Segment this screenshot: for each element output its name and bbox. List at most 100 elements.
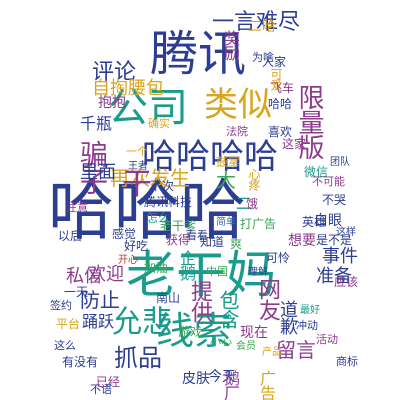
cloud-word: 大 xyxy=(216,168,236,192)
cloud-word: 商标 xyxy=(336,355,358,368)
cloud-word: 提供 xyxy=(187,280,212,322)
cloud-word: 事件 xyxy=(322,246,358,267)
cloud-word: 今天 xyxy=(208,369,236,385)
cloud-word: 老干妈 xyxy=(126,246,276,304)
cloud-word: 会员 xyxy=(236,341,256,352)
cloud-word: 鼓掌 xyxy=(216,155,241,169)
cloud-word: 知道 xyxy=(200,235,225,249)
cloud-word: 一个 xyxy=(126,145,148,158)
cloud-word: 私信 xyxy=(66,266,102,287)
cloud-word: 有没有 xyxy=(62,355,99,369)
cloud-word: 不可能 xyxy=(312,175,345,188)
cloud-word: 可爱 xyxy=(269,68,283,90)
cloud-word: 怎么 xyxy=(146,211,171,225)
cloud-word: 不哭 xyxy=(322,193,347,207)
cloud-word: 团队 xyxy=(330,157,350,168)
cloud-word: 法院 xyxy=(226,125,248,138)
cloud-word: 鹅厂 xyxy=(221,370,240,400)
cloud-word: 评论 xyxy=(92,60,137,85)
cloud-word: 踊跃 xyxy=(82,312,115,331)
cloud-word: 英雄 xyxy=(302,215,327,229)
cloud-word: 人家 xyxy=(262,55,287,69)
cloud-word: 应该 xyxy=(334,275,359,289)
cloud-word: 是不是 xyxy=(316,233,353,247)
cloud-word: 南山 xyxy=(156,291,181,305)
cloud-word: 哈哈哈 xyxy=(48,172,246,249)
cloud-word: 感觉 xyxy=(112,227,137,241)
cloud-word: 注意 xyxy=(66,201,88,214)
cloud-word: 干 xyxy=(122,167,152,202)
cloud-word: 签约 xyxy=(50,299,72,312)
cloud-word: 游戏 xyxy=(178,325,203,339)
cloud-word: 已经 xyxy=(96,375,121,389)
cloud-word: 看看 xyxy=(186,229,208,242)
cloud-word: 二哈 xyxy=(248,19,276,35)
cloud-word: 飞车 xyxy=(270,81,295,95)
cloud-word: 千瓶 xyxy=(80,114,113,133)
cloud-word: 好吃 xyxy=(124,239,149,253)
cloud-word: 理解 xyxy=(248,267,268,278)
cloud-word: 一言难尽 xyxy=(212,10,301,35)
cloud-word: 公司 xyxy=(108,85,188,131)
cloud-word: 加油 xyxy=(144,261,169,275)
cloud-word: 微信 xyxy=(304,165,329,179)
cloud-word: 欢迎 xyxy=(88,264,124,285)
cloud-word: 一天 xyxy=(64,285,89,299)
cloud-word: 哈哈 xyxy=(268,97,293,111)
cloud-word: 网友 xyxy=(255,278,280,320)
cloud-word: 皮肤 xyxy=(182,371,210,387)
cloud-word: 腾讯 xyxy=(150,26,247,82)
cloud-word: 道歉 xyxy=(277,300,298,334)
cloud-word: 腾讯科技 xyxy=(144,195,193,209)
cloud-word: 平台 xyxy=(56,317,81,331)
cloud-word: 二 xyxy=(236,194,253,213)
cloud-word: 获得 xyxy=(166,233,191,247)
cloud-word: 老干爹 xyxy=(160,219,197,233)
cloud-word: 为啥 xyxy=(252,51,274,64)
cloud-word: 产品 xyxy=(262,347,282,358)
cloud-word: 防止 xyxy=(80,288,120,312)
cloud-word: 不语 xyxy=(90,383,112,396)
cloud-word: 自掏腰包 xyxy=(92,78,164,99)
cloud-word: 小心 xyxy=(210,335,232,348)
cloud-word: 饿 xyxy=(246,197,259,211)
cloud-word: 王者 xyxy=(128,161,148,172)
cloud-word: 中国 xyxy=(206,265,228,278)
cloud-word: 这家 xyxy=(282,137,307,151)
cloud-word: 线索 xyxy=(156,309,233,353)
cloud-word: 企鹅 xyxy=(177,250,196,280)
cloud-word: 允悲 xyxy=(112,305,172,340)
cloud-word: 打广告 xyxy=(240,217,277,231)
cloud-word: 类似 xyxy=(204,85,272,125)
cloud-word: 抱抱 xyxy=(98,95,126,111)
cloud-word: 可怜 xyxy=(266,251,291,265)
cloud-word: 以后 xyxy=(58,229,83,243)
cloud-word: 准备 xyxy=(316,266,352,287)
cloud-word: 现在 xyxy=(240,325,268,341)
cloud-word: 确实 xyxy=(148,117,170,130)
cloud-word: 最好 xyxy=(300,305,320,316)
cloud-word: 开心 xyxy=(118,255,138,266)
cloud-word: 心疼 xyxy=(247,168,261,190)
cloud-word: 留言 xyxy=(276,338,316,362)
cloud-word: 白眼 xyxy=(314,213,342,229)
cloud-word: 这么 xyxy=(54,339,76,352)
cloud-word: 哈哈哈哈 xyxy=(142,137,278,177)
cloud-word: 喜欢 xyxy=(268,125,293,139)
cloud-word: 爽 xyxy=(230,237,243,251)
cloud-word: 下次 xyxy=(150,179,175,193)
cloud-word: 里面 xyxy=(80,162,116,183)
cloud-word: 冲动 xyxy=(296,319,318,332)
cloud-word: 这样 xyxy=(336,227,356,238)
cloud-word: 活动 xyxy=(316,333,338,346)
cloud-word: 简单 xyxy=(216,217,236,228)
cloud-word: 再次发生 xyxy=(110,166,190,190)
cloud-word: 想要 xyxy=(288,233,316,249)
cloud-word: 骗子 xyxy=(76,140,109,194)
cloud-word: 奖励 xyxy=(221,30,240,60)
cloud-word: 包含 xyxy=(216,290,240,328)
cloud-word: 广告 xyxy=(257,370,276,400)
cloud-word: 抓品 xyxy=(114,344,162,372)
cloud-word: 限量版 xyxy=(294,84,324,159)
